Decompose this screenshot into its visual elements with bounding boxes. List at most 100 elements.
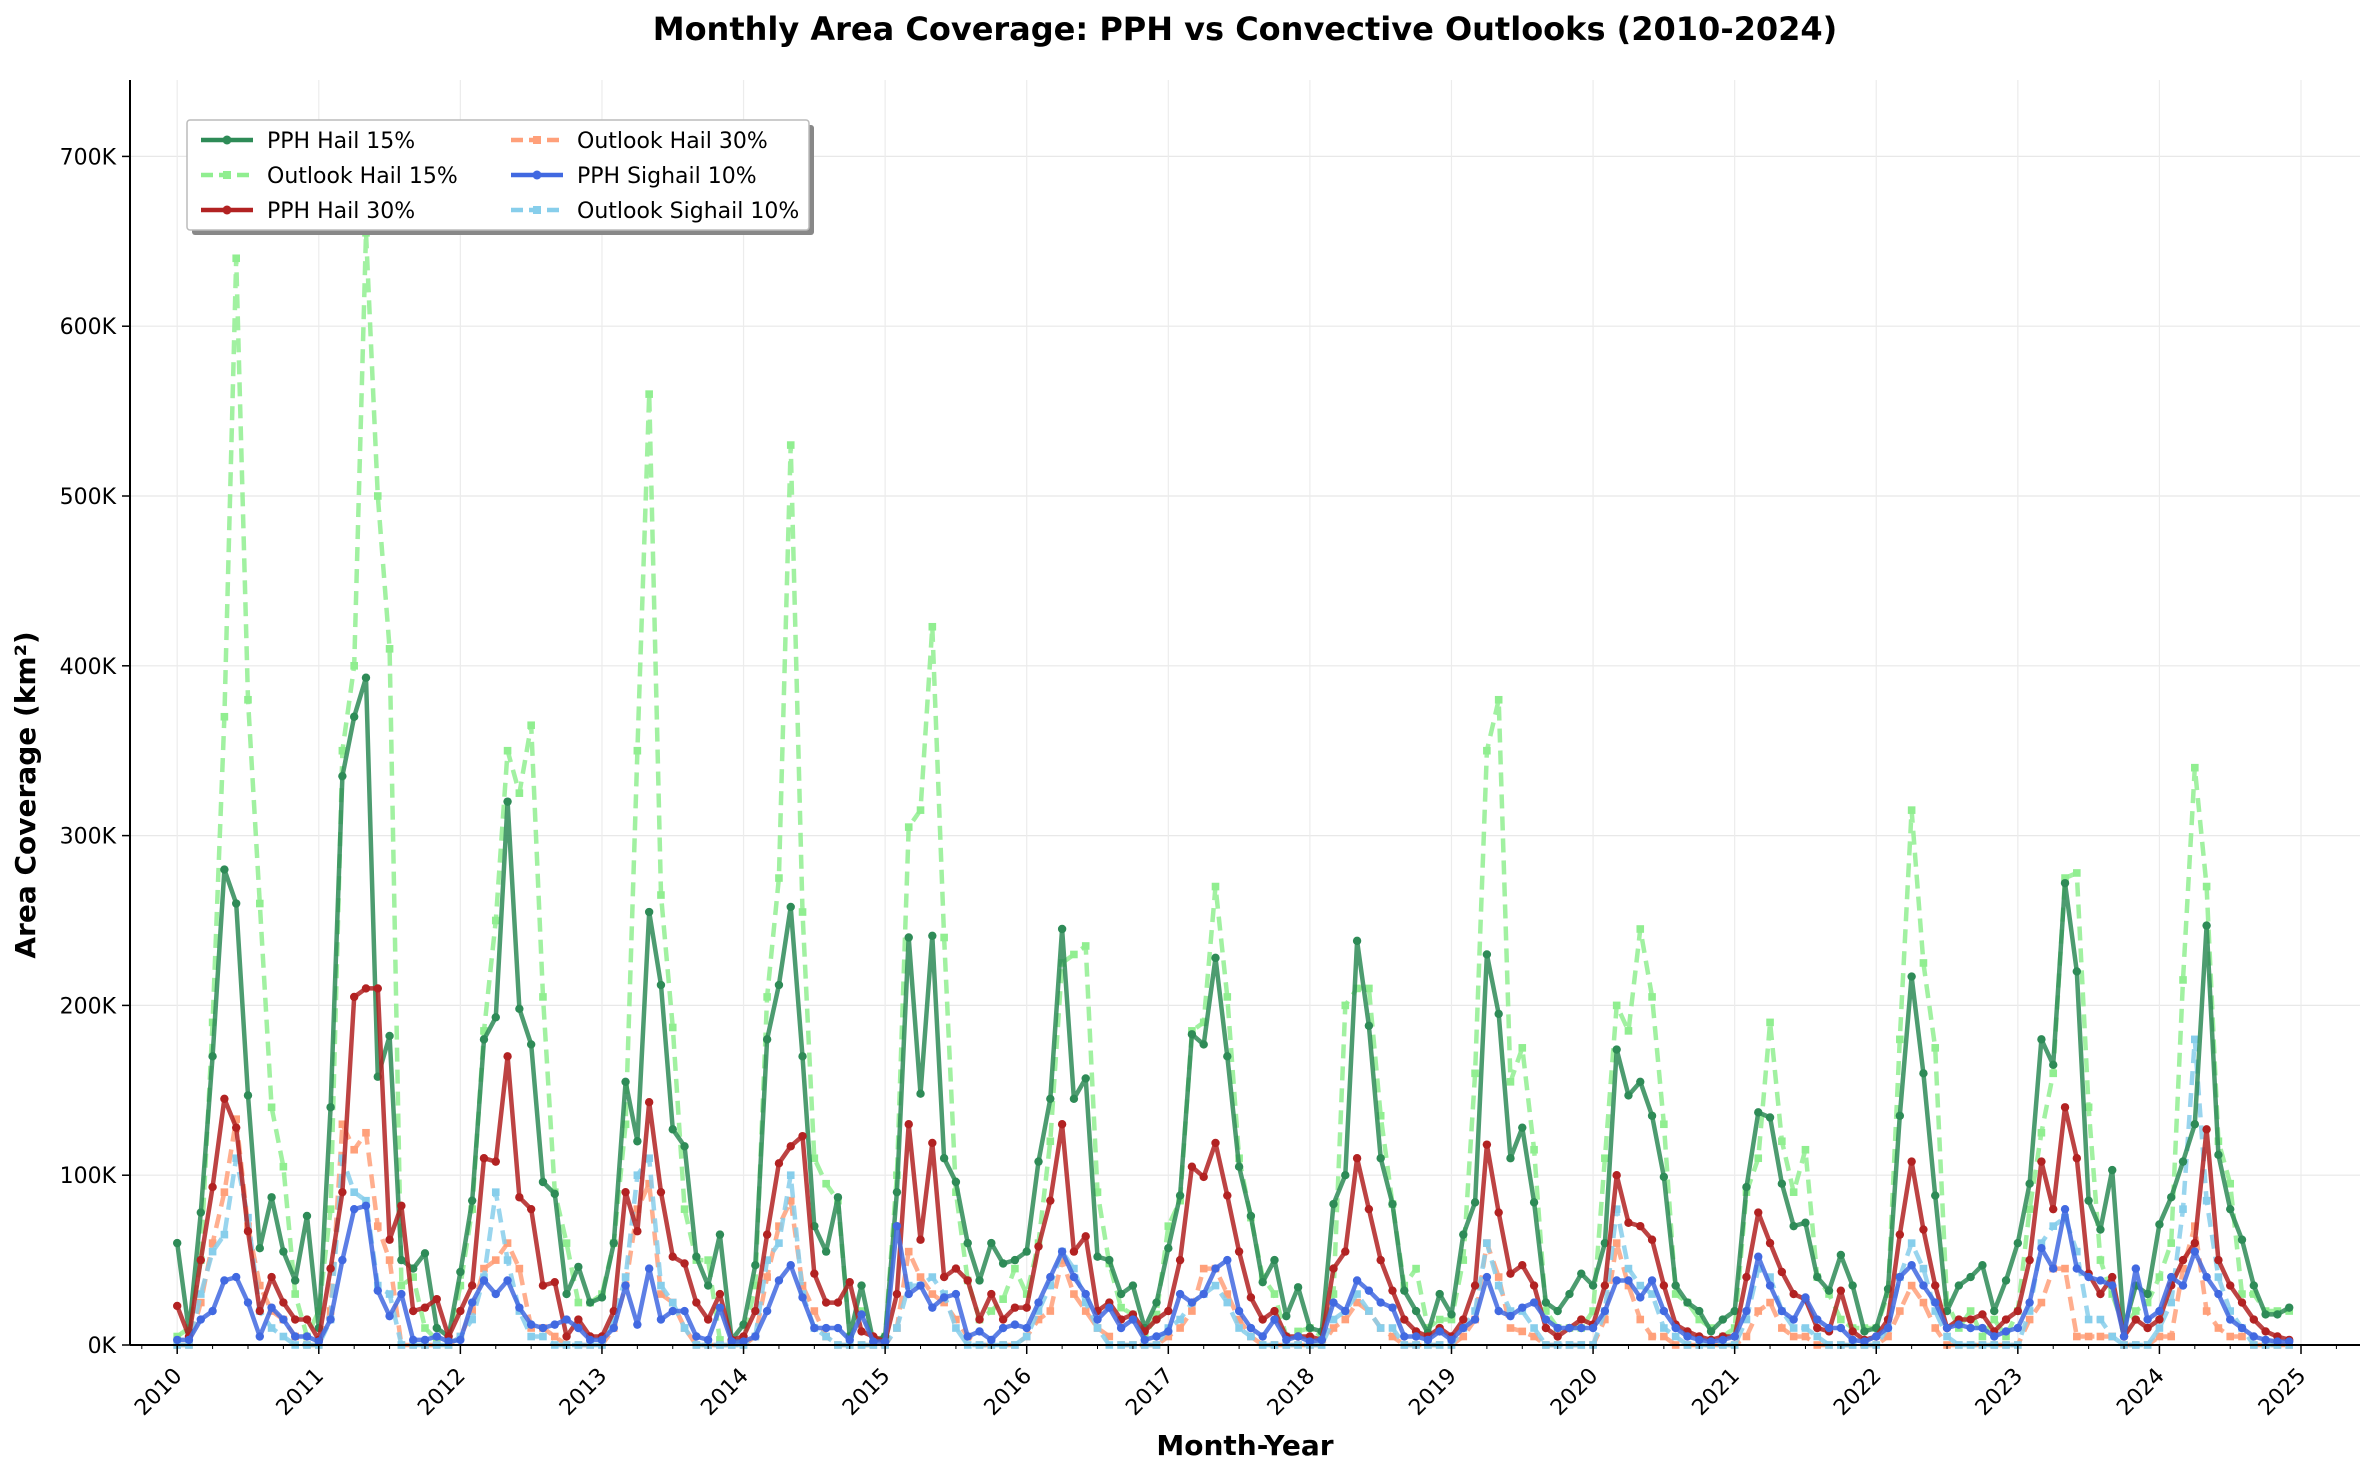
data-point [385,1311,394,1321]
data-point [515,1193,524,1202]
data-point [751,1306,760,1316]
data-point [184,1335,194,1345]
data-point [2238,1332,2246,1341]
data-point [290,1276,300,1285]
data-point [2084,1272,2093,1282]
data-point [657,891,665,899]
legend: PPH Hail 15% Outlook Hail 15% PPH Hail 30%… [186,119,814,235]
data-point [2108,1281,2117,1290]
data-point [1931,1281,1940,1290]
data-point [1482,1272,1492,1282]
data-point [2202,1196,2211,1205]
data-point [1612,1276,1621,1285]
data-point [904,1289,913,1299]
data-point [975,1276,984,1285]
data-point [763,1273,771,1281]
data-point [373,1286,382,1295]
data-point [1506,1154,1515,1163]
data-point [680,1306,689,1316]
data-point [1494,1306,1503,1316]
data-point [1046,1137,1055,1146]
data-point [1612,1171,1621,1180]
data-point [845,1335,854,1345]
data-point [2143,1315,2152,1324]
data-point [1529,1281,1539,1290]
data-point [1364,1204,1374,1214]
data-point [1742,1306,1751,1316]
data-point [680,1205,689,1213]
data-point [420,1249,430,1258]
data-point [385,1235,394,1244]
legend-entry: PPH Sighail 10% [511,164,757,189]
legend-label: PPH Hail 30% [267,199,415,224]
data-point [1070,1264,1078,1273]
data-point [916,1281,925,1290]
series-line [177,1037,2290,1348]
data-point [385,1031,394,1041]
data-point [585,1298,595,1307]
data-point [1907,1281,1916,1290]
data-point [1105,1332,1114,1341]
data-point [1931,1307,1940,1315]
legend-label: Outlook Hail 30% [577,129,768,154]
data-point [1459,1323,1468,1333]
data-point [1706,1327,1716,1336]
legend-marker [222,205,232,215]
data-point [2072,1264,2082,1273]
data-point [467,1281,477,1290]
data-point [290,1315,300,1324]
data-point [1648,1332,1656,1341]
data-point [2037,1128,2046,1137]
data-point [1058,959,1066,967]
data-point [1388,1286,1397,1295]
data-point [208,1052,217,1061]
data-point [1412,1264,1420,1273]
data-point [562,1289,571,1299]
data-point [1447,1310,1456,1319]
data-point [397,1255,406,1265]
series-line [175,230,2290,1344]
legend-marker [533,206,541,214]
data-point [893,1324,901,1332]
data-point [739,1337,748,1346]
data-point [408,1306,418,1316]
data-point [1447,1335,1456,1345]
data-point [220,1188,229,1196]
data-point [928,1303,937,1312]
data-point [1765,1113,1775,1122]
data-point [1801,1324,1810,1332]
data-point [1695,1335,1704,1345]
data-point [243,1227,253,1236]
data-point [621,1120,630,1129]
data-point [668,1125,677,1134]
data-point [2202,1307,2211,1315]
data-point [172,1301,182,1311]
data-point [409,1273,417,1281]
data-point [1660,1324,1668,1332]
data-point [821,1298,831,1307]
data-point [503,1052,512,1061]
data-point [833,1323,843,1333]
data-point [574,1323,583,1333]
data-point [1093,1188,1102,1196]
data-point [2202,1272,2211,1282]
data-point [479,1035,489,1044]
data-point [1470,1281,1480,1290]
data-point [397,1281,406,1290]
data-point [2202,882,2211,891]
data-point [2226,1307,2235,1315]
data-point [1353,984,1361,993]
data-point [2143,1323,2152,1333]
x-axis-label: Month-Year [1156,1429,1333,1462]
data-point [1352,936,1362,946]
data-point [1199,1040,1208,1049]
data-point [220,712,229,721]
data-point [267,1193,276,1202]
data-point [1411,1306,1421,1316]
data-point [987,1335,996,1345]
data-point [326,1205,335,1213]
data-point [1896,1035,1904,1044]
data-point [1612,1045,1621,1054]
data-point [539,1332,547,1341]
axes [129,80,2360,1346]
